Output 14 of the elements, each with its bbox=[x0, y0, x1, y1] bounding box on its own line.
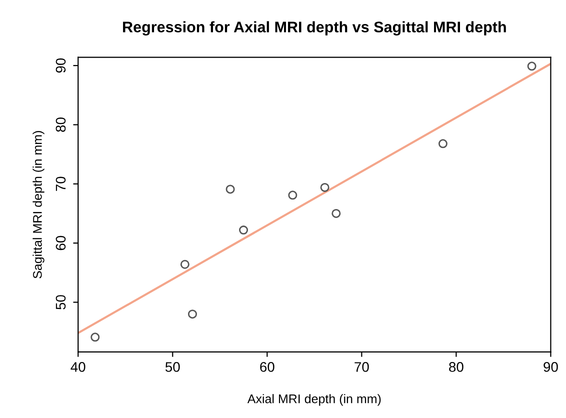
x-axis-title: Axial MRI depth (in mm) bbox=[247, 394, 381, 406]
y-tick-label: 70 bbox=[56, 176, 66, 191]
y-tick-label: 90 bbox=[56, 58, 66, 73]
x-tick-label: 80 bbox=[449, 362, 464, 372]
y-tick-label: 50 bbox=[56, 295, 66, 310]
x-tick-label: 60 bbox=[260, 362, 274, 372]
x-tick-label: 50 bbox=[165, 362, 180, 372]
x-tick-label: 40 bbox=[70, 362, 86, 372]
y-axis-title: Sagittal MRI depth (in mm) bbox=[32, 131, 44, 278]
y-tick-label: 60 bbox=[56, 236, 66, 250]
x-tick-label: 90 bbox=[544, 362, 558, 372]
y-tick-label: 80 bbox=[56, 118, 66, 132]
x-tick-label: 70 bbox=[354, 362, 369, 372]
chart-title: Regression for Axial MRI depth vs Sagittal MRI depth bbox=[123, 21, 506, 36]
